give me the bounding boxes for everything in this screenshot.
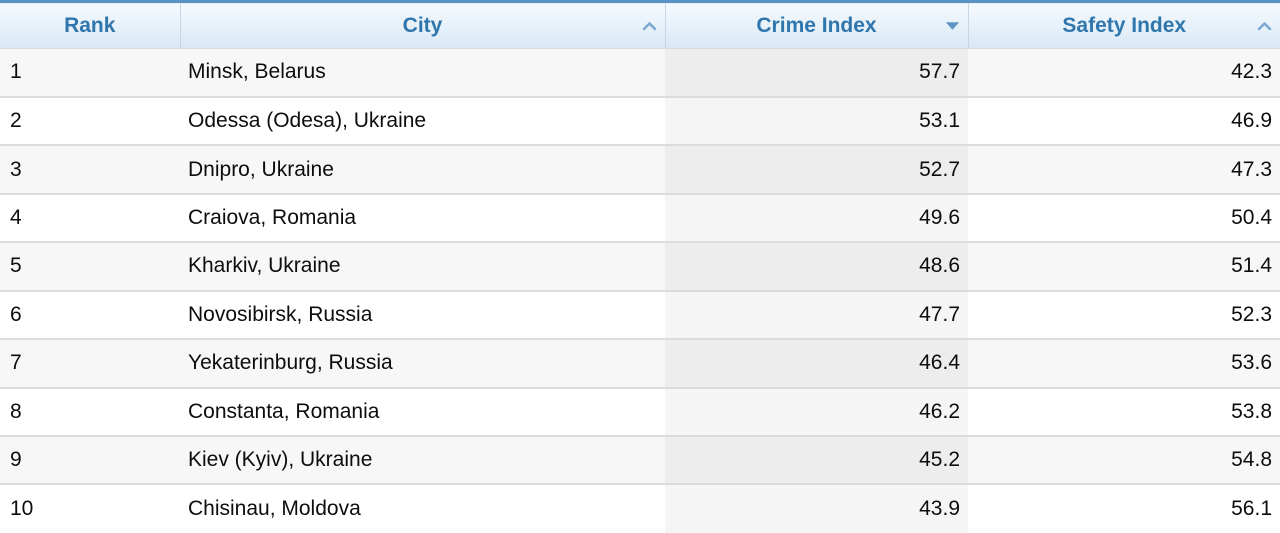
- cell-crime-index: 47.7: [665, 289, 968, 340]
- table-row: 5 Kharkiv, Ukraine 48.6 51.4: [0, 241, 1280, 291]
- table-row: 8 Constanta, Romania 46.2 53.8: [0, 386, 1280, 436]
- chevron-up-icon: [1257, 21, 1272, 31]
- cell-crime-index: 52.7: [665, 144, 968, 194]
- cell-crime-index: 46.2: [665, 386, 968, 436]
- table-body: 1 Minsk, Belarus 57.7 42.3 2 Odessa (Ode…: [0, 48, 1280, 533]
- cell-city: Kiev (Kyiv), Ukraine: [180, 434, 665, 485]
- cell-safety-index: 51.4: [968, 241, 1280, 291]
- cell-safety-index: 50.4: [968, 192, 1280, 243]
- cell-rank: 10: [0, 483, 180, 533]
- column-header-safety-index[interactable]: Safety Index: [968, 0, 1280, 49]
- cell-rank: 5: [0, 241, 180, 291]
- cell-safety-index: 54.8: [968, 434, 1280, 485]
- cell-city: Odessa (Odesa), Ukraine: [180, 95, 665, 146]
- cell-city: Kharkiv, Ukraine: [180, 241, 665, 291]
- cell-safety-index: 53.8: [968, 386, 1280, 436]
- cell-city: Minsk, Belarus: [188, 60, 326, 84]
- table-row: 4 Craiova, Romania 49.6 50.4: [0, 192, 1280, 243]
- table-row: 6 Novosibirsk, Russia 47.7 52.3: [0, 289, 1280, 340]
- cell-city: Novosibirsk, Russia: [180, 289, 665, 340]
- triangle-down-icon: [945, 21, 960, 30]
- cell-crime-index: 46.4: [665, 338, 968, 388]
- table-row: 3 Dnipro, Ukraine 52.7 47.3: [0, 144, 1280, 194]
- column-header-crime-index[interactable]: Crime Index: [665, 0, 969, 49]
- cell-rank: 1: [10, 60, 22, 84]
- cell-rank: 7: [0, 338, 180, 388]
- column-header-safety-index-label: Safety Index: [1062, 13, 1187, 37]
- cell-safety-index: 47.3: [968, 144, 1280, 194]
- cell-city: Dnipro, Ukraine: [180, 144, 665, 194]
- table-header: Rank City Crime Index Safety Index: [0, 0, 1280, 49]
- cell-crime-index: 48.6: [665, 241, 968, 291]
- cell-crime-index: 45.2: [665, 434, 968, 485]
- cell-crime-index: 49.6: [665, 192, 968, 243]
- cell-crime-index: 43.9: [665, 483, 968, 533]
- table-row: 1 Minsk, Belarus 57.7 42.3: [0, 48, 1280, 97]
- cell-rank: 9: [0, 434, 180, 485]
- cell-rank: 2: [0, 95, 180, 146]
- cell-crime-index: 57.7: [665, 48, 968, 97]
- cell-safety-index: 46.9: [968, 95, 1280, 146]
- cell-city: Yekaterinburg, Russia: [180, 338, 665, 388]
- cell-safety-index: 52.3: [968, 289, 1280, 340]
- cell-city: Craiova, Romania: [180, 192, 665, 243]
- table-row: 2 Odessa (Odesa), Ukraine 53.1 46.9: [0, 95, 1280, 146]
- cell-rank: 3: [0, 144, 180, 194]
- cell-safety-index: 42.3: [1231, 60, 1272, 84]
- cell-city: Chisinau, Moldova: [180, 483, 665, 533]
- cell-rank: 8: [0, 386, 180, 436]
- cell-crime-index: 53.1: [665, 95, 968, 146]
- column-header-crime-index-label: Crime Index: [756, 13, 877, 37]
- cell-safety-index: 56.1: [968, 483, 1280, 533]
- cell-safety-index: 53.6: [968, 338, 1280, 388]
- cell-rank: 6: [0, 289, 180, 340]
- column-header-rank-label: Rank: [64, 13, 116, 37]
- column-header-city-label: City: [402, 13, 443, 37]
- table-row: 9 Kiev (Kyiv), Ukraine 45.2 54.8: [0, 434, 1280, 485]
- table-row: 7 Yekaterinburg, Russia 46.4 53.6: [0, 338, 1280, 388]
- table-row: 10 Chisinau, Moldova 43.9 56.1: [0, 483, 1280, 533]
- cell-rank: 4: [0, 192, 180, 243]
- column-header-city[interactable]: City: [180, 0, 666, 49]
- cell-city: Constanta, Romania: [180, 386, 665, 436]
- chevron-up-icon: [642, 21, 657, 31]
- header-row: Rank City Crime Index Safety Index: [0, 0, 1280, 49]
- column-header-rank[interactable]: Rank: [0, 0, 181, 49]
